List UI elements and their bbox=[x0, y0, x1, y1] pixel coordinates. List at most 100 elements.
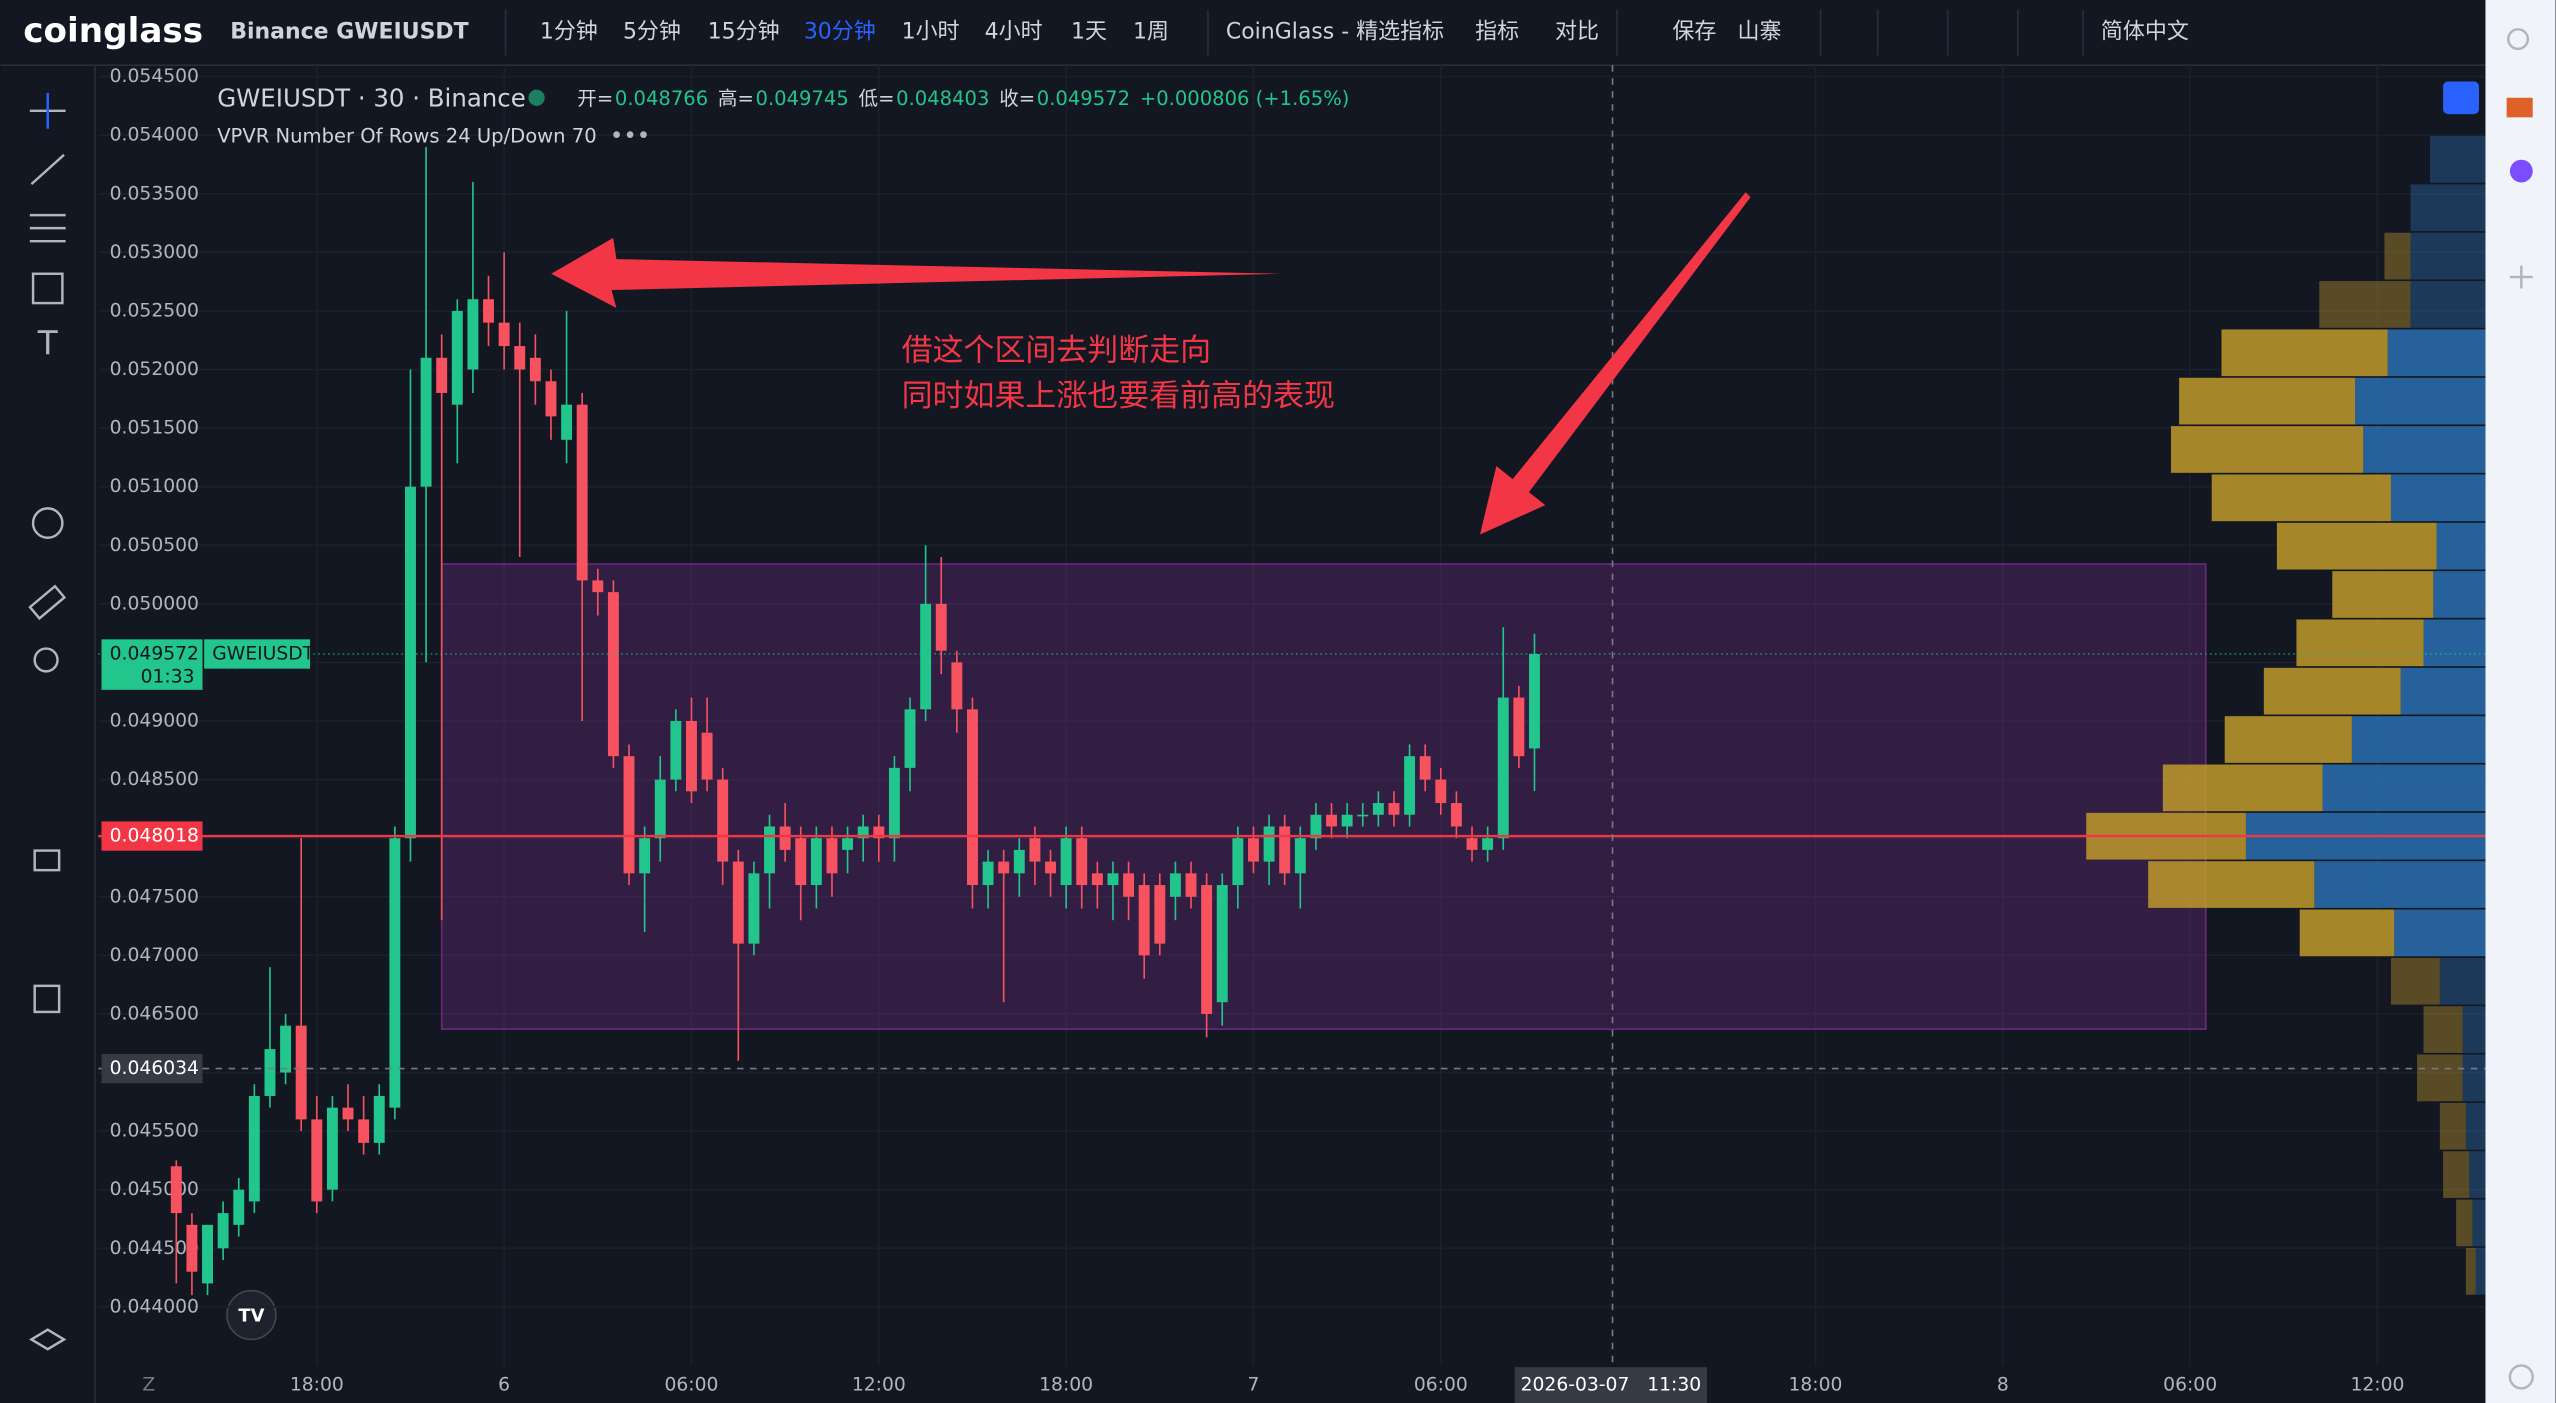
candle-body bbox=[842, 838, 854, 850]
toolbar-item[interactable]: 30分钟 bbox=[804, 20, 876, 45]
y-tick-label: 0.049000 bbox=[110, 711, 199, 732]
svg-text:T: T bbox=[37, 324, 58, 362]
candle-body bbox=[1341, 814, 1353, 827]
ohlc-label: 低= bbox=[859, 87, 895, 110]
ohlc-label: 开= bbox=[577, 87, 613, 110]
crosshair-y-bg bbox=[101, 1053, 203, 1084]
candle-body bbox=[1154, 885, 1166, 944]
vp-down bbox=[2170, 426, 2364, 473]
candle-body bbox=[920, 603, 932, 710]
toolbar-item[interactable]: 15分钟 bbox=[708, 20, 780, 45]
x-tick-label: 12:00 bbox=[2350, 1375, 2404, 1396]
toolbar-item[interactable]: 1小时 bbox=[902, 20, 960, 45]
change: +0.000806 (+1.65%) bbox=[1140, 87, 1350, 110]
svg-text:Z: Z bbox=[142, 1375, 155, 1396]
x-tick-label: 06:00 bbox=[1414, 1375, 1468, 1396]
candle-body bbox=[1529, 653, 1540, 749]
ohlc-value: 0.048766 bbox=[615, 87, 708, 110]
candle-body bbox=[436, 357, 448, 393]
candle-body bbox=[529, 357, 541, 382]
crosshair-x-bg bbox=[1514, 1367, 1708, 1403]
candle-body bbox=[1279, 826, 1291, 874]
toolbar-item[interactable]: CoinGlass - 精选指标 bbox=[1226, 20, 1444, 45]
vp-up bbox=[2410, 232, 2486, 280]
candle-body bbox=[1388, 803, 1400, 815]
ohlc-value: 0.049745 bbox=[756, 87, 849, 110]
candle-body bbox=[498, 322, 510, 347]
vp-up bbox=[2363, 426, 2486, 473]
toolbar-item[interactable]: 1周 bbox=[1133, 20, 1169, 45]
y-tick-label: 0.048500 bbox=[110, 769, 199, 790]
candle-body bbox=[1216, 885, 1228, 1003]
vp-down bbox=[2443, 1151, 2470, 1198]
candle-body bbox=[186, 1224, 198, 1272]
vp-down bbox=[2162, 764, 2323, 812]
toolbar-item[interactable]: 对比 bbox=[1555, 20, 1599, 45]
y-tick-label: 0.052000 bbox=[110, 359, 199, 380]
toolbar-item[interactable]: 指标 bbox=[1475, 20, 1519, 45]
candle-body bbox=[576, 404, 588, 581]
candle-body bbox=[1076, 838, 1088, 886]
candle-body bbox=[295, 1025, 307, 1120]
toolbar-item[interactable]: 简体中文 bbox=[2101, 20, 2189, 45]
vp-up bbox=[2472, 1199, 2486, 1247]
candle-body bbox=[311, 1119, 323, 1202]
candle-body bbox=[514, 346, 526, 370]
ohlc-label: 收= bbox=[999, 87, 1035, 110]
vp-up bbox=[2462, 1006, 2486, 1053]
candle-body bbox=[795, 838, 807, 886]
candle-body bbox=[826, 838, 838, 874]
top-toolbar bbox=[0, 0, 2486, 66]
last-price-bg bbox=[101, 639, 203, 690]
vp-down bbox=[2319, 281, 2411, 328]
candle-body bbox=[764, 826, 775, 874]
vp-down bbox=[2417, 1054, 2463, 1102]
vp-up bbox=[2394, 909, 2486, 957]
toolbar-item[interactable]: 5分钟 bbox=[623, 20, 681, 45]
candle-body bbox=[233, 1189, 245, 1225]
vp-down bbox=[2224, 716, 2352, 763]
candle-body bbox=[748, 873, 760, 944]
toolbar-item[interactable]: 1天 bbox=[1071, 20, 1107, 45]
toolbar-item[interactable]: 保存 bbox=[1672, 20, 1716, 45]
vp-down bbox=[2221, 329, 2388, 377]
y-tick-label: 0.050500 bbox=[110, 535, 199, 556]
y-tick-label: 0.045500 bbox=[110, 1121, 199, 1142]
indicator-title: VPVR Number Of Rows 24 Up/Down 70 bbox=[217, 124, 596, 147]
y-tick-label: 0.051000 bbox=[110, 476, 199, 497]
vp-up bbox=[2439, 957, 2486, 1005]
candle-body bbox=[545, 381, 557, 417]
candle-body bbox=[467, 299, 479, 370]
candle-body bbox=[451, 310, 463, 405]
candle-body bbox=[1419, 756, 1431, 780]
vp-down bbox=[2276, 522, 2437, 570]
vp-down bbox=[2148, 861, 2315, 908]
candle-body bbox=[1201, 885, 1213, 1014]
candle-body bbox=[592, 580, 604, 593]
x-tick-label: 12:00 bbox=[852, 1375, 906, 1396]
y-tick-label: 0.053500 bbox=[110, 183, 199, 204]
candle-body bbox=[904, 709, 916, 768]
candle-body bbox=[670, 721, 682, 780]
candle-body bbox=[967, 709, 978, 886]
vp-up bbox=[2322, 764, 2486, 812]
vp-down bbox=[2296, 619, 2424, 667]
candle-body bbox=[1248, 838, 1259, 862]
more-dots[interactable]: ••• bbox=[610, 123, 650, 149]
vp-up bbox=[2355, 377, 2486, 425]
candle-body bbox=[342, 1107, 354, 1120]
vp-up bbox=[2469, 1151, 2486, 1198]
candle-body bbox=[779, 826, 791, 850]
toolbar-item[interactable]: 4小时 bbox=[985, 20, 1043, 45]
symbol[interactable]: Binance GWEIUSDT bbox=[230, 20, 468, 45]
vp-down bbox=[2465, 1247, 2476, 1295]
ohlc-value: 0.048403 bbox=[896, 87, 989, 110]
candle-body bbox=[483, 299, 494, 323]
toolbar-item[interactable]: 1分钟 bbox=[540, 20, 598, 45]
candle-body bbox=[701, 732, 713, 780]
x-tick-label: 7 bbox=[1248, 1375, 1260, 1396]
vp-down bbox=[2423, 1006, 2463, 1053]
candle-body bbox=[1107, 873, 1119, 886]
candle-body bbox=[1138, 885, 1150, 956]
toolbar-item[interactable]: 山寨 bbox=[1738, 20, 1782, 45]
